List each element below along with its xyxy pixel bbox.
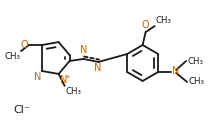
Text: O: O (142, 20, 149, 30)
Text: Cl⁻: Cl⁻ (14, 105, 30, 115)
Text: CH₃: CH₃ (188, 77, 204, 86)
Text: N: N (172, 66, 180, 76)
Text: N: N (80, 45, 87, 55)
Text: CH₃: CH₃ (187, 56, 203, 66)
Text: O: O (20, 40, 28, 50)
Text: N: N (94, 63, 101, 73)
Text: CH₃: CH₃ (4, 52, 20, 61)
Text: +: + (64, 74, 70, 80)
Text: N: N (60, 75, 67, 86)
Text: CH₃: CH₃ (66, 87, 82, 96)
Text: N: N (34, 72, 41, 83)
Text: CH₃: CH₃ (156, 16, 172, 25)
